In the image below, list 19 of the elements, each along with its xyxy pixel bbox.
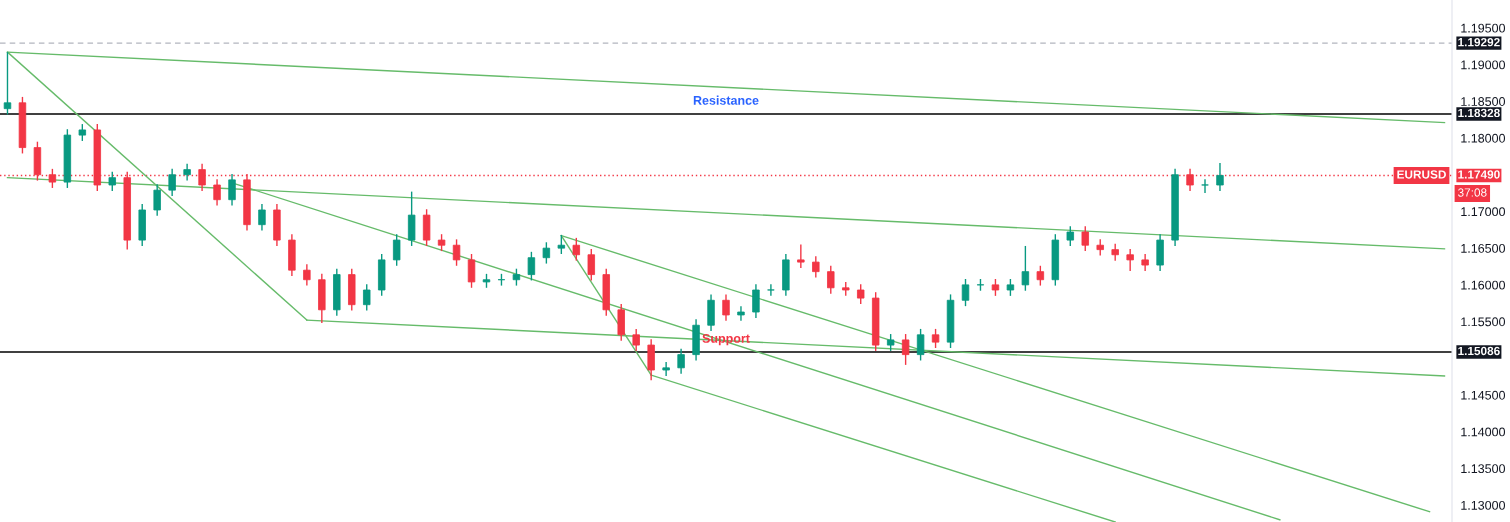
annotation: EURUSD	[1397, 170, 1446, 179]
ref-line-label: 1.18328	[1458, 108, 1500, 118]
ref-line-label: 1.17490	[1458, 170, 1500, 179]
y-tick-label: 1.16500	[1461, 243, 1506, 253]
y-tick-label: 1.17000	[1461, 207, 1506, 217]
annotation: Resistance	[693, 95, 759, 105]
y-tick-label: 1.16000	[1461, 280, 1506, 290]
y-tick-label: 1.19000	[1461, 60, 1506, 70]
y-tick-label: 1.19500	[1461, 23, 1506, 33]
y-tick-label: 1.14500	[1461, 390, 1506, 400]
y-tick-label: 1.18500	[1461, 97, 1506, 106]
y-tick-label: 1.13000	[1461, 500, 1506, 510]
y-tick-label: 1.15500	[1461, 317, 1506, 327]
y-tick-label: 1.14000	[1461, 427, 1506, 437]
ref-line-label: 1.19292	[1458, 37, 1500, 47]
text: 37:08	[1458, 188, 1487, 197]
y-tick-label: 1.18000	[1461, 133, 1506, 143]
ref-line-label: 1.15086	[1458, 346, 1500, 356]
y-tick-label: 1.13500	[1461, 464, 1506, 474]
